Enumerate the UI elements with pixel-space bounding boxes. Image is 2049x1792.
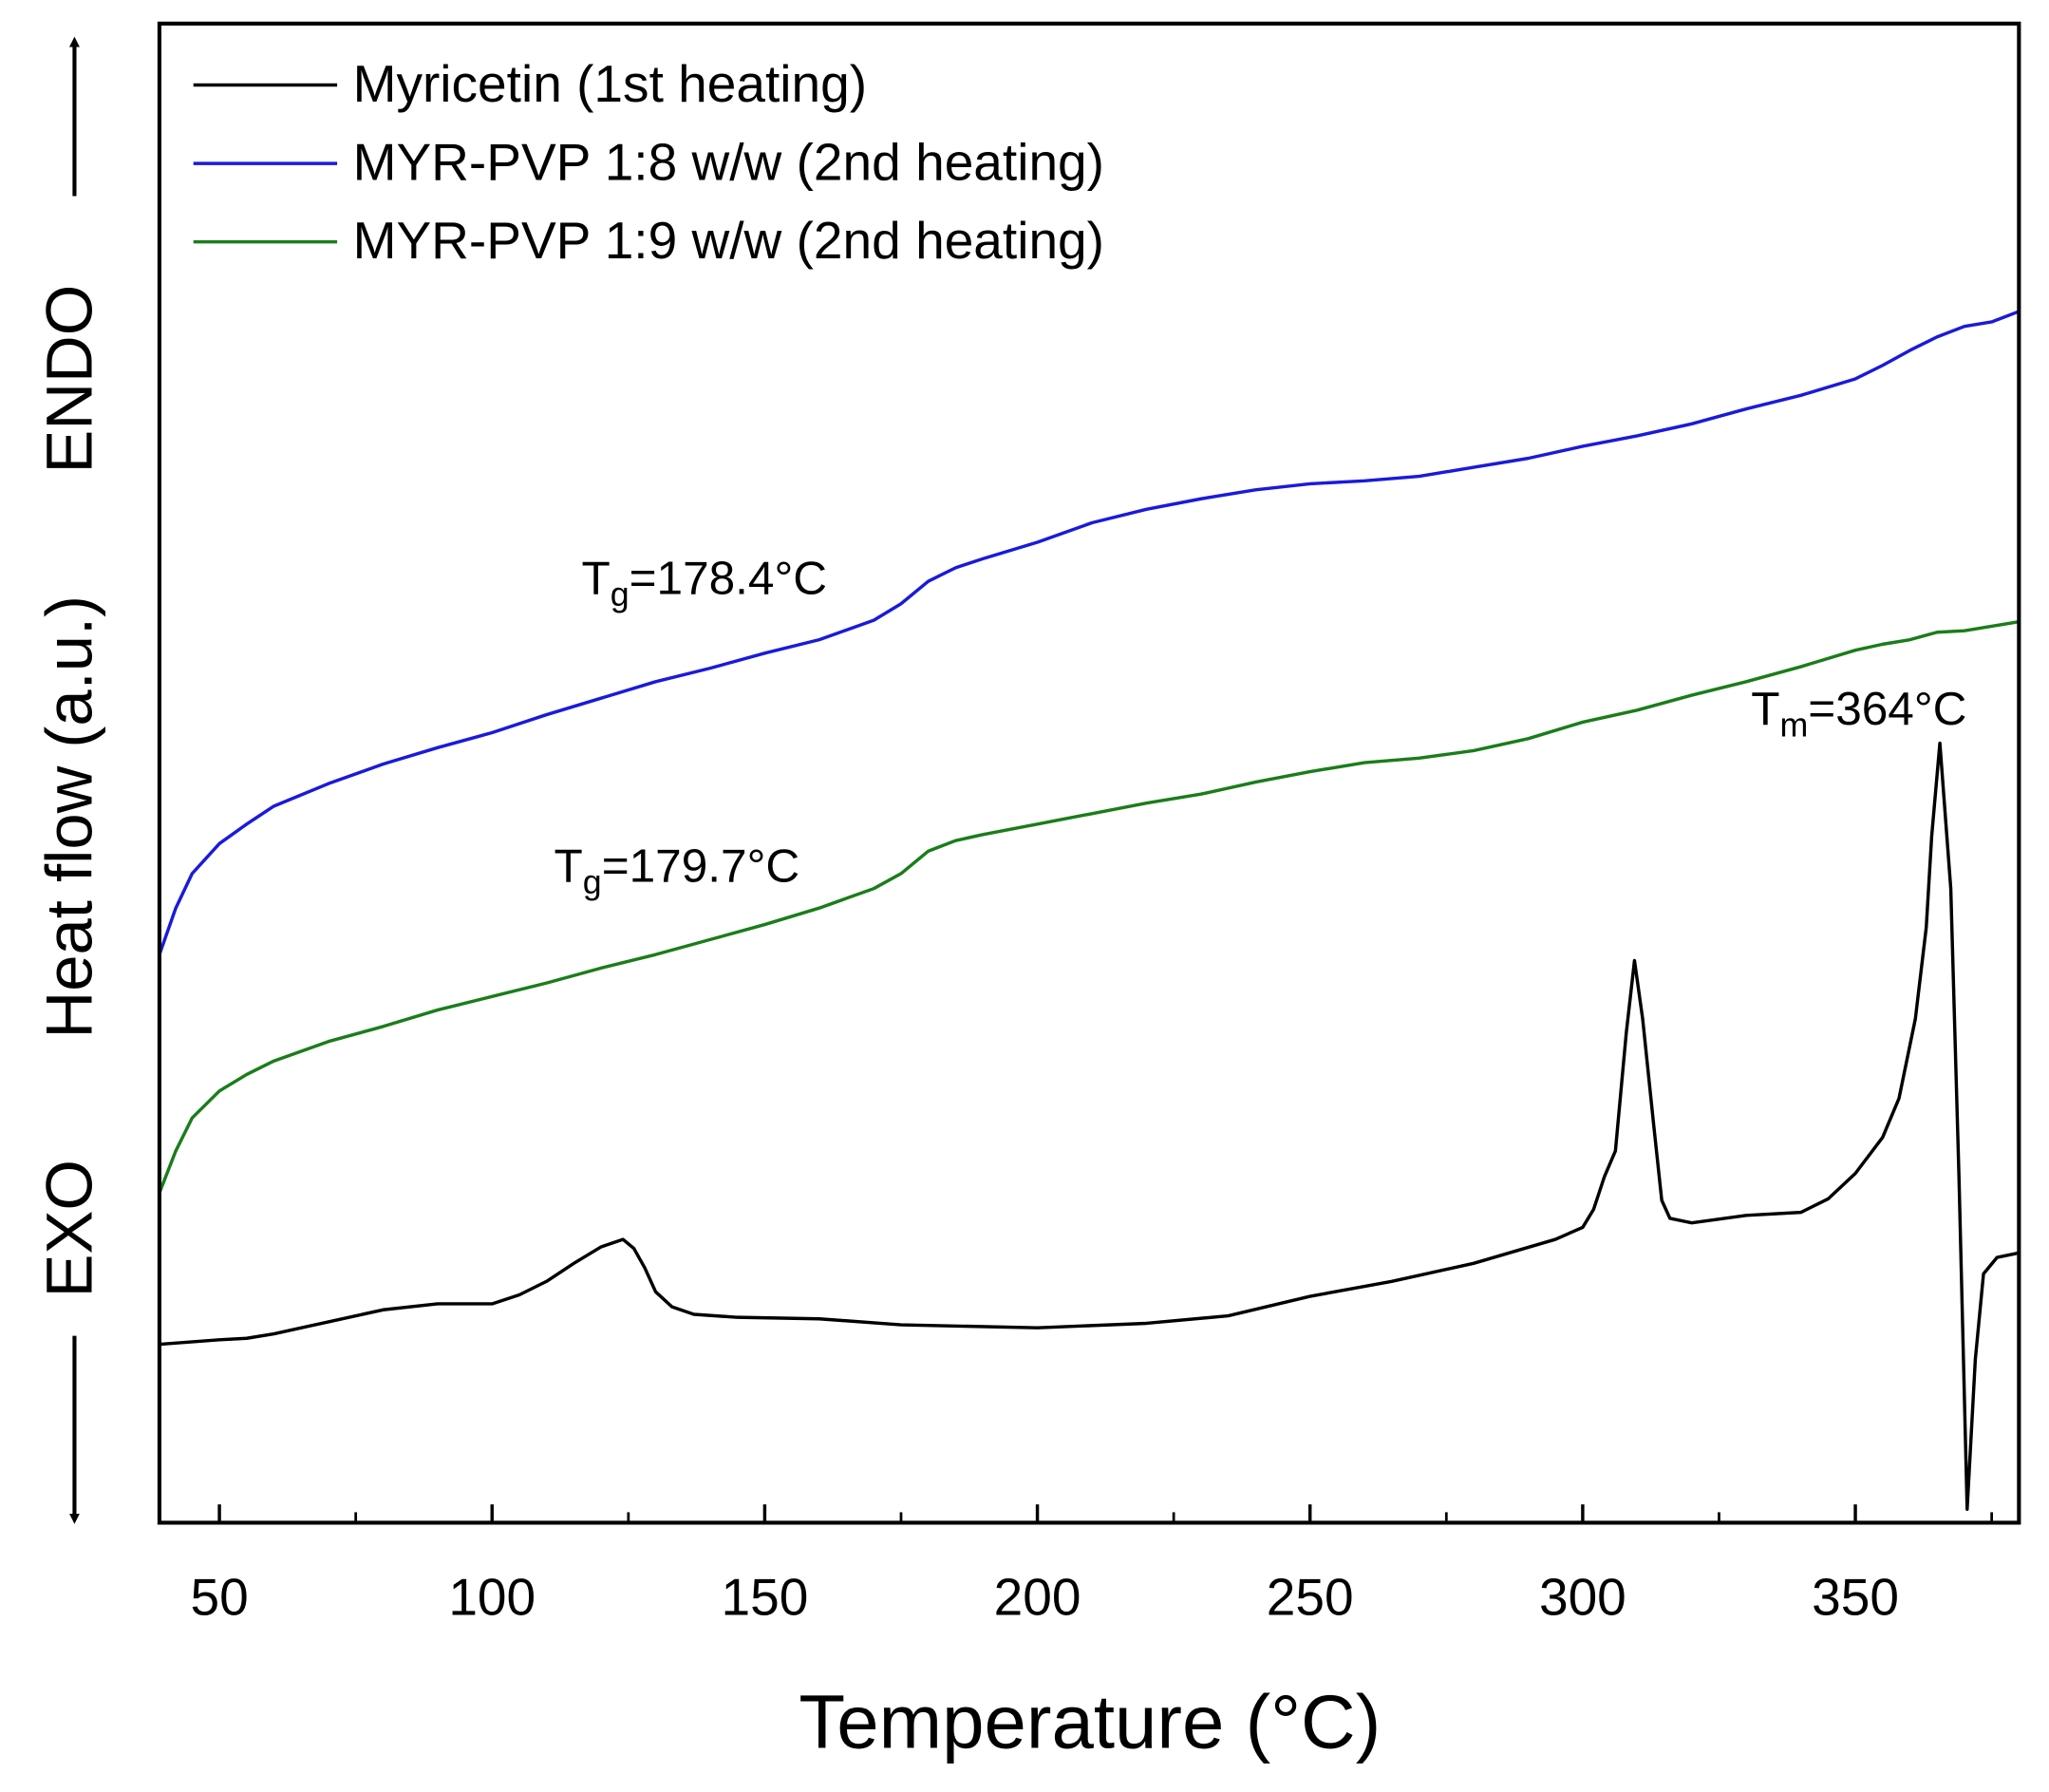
- annotation-text: =178.4°C: [630, 553, 827, 605]
- data-line: [158, 310, 2020, 955]
- x-tick-label: 50: [190, 1568, 248, 1627]
- annotation-text: T: [1751, 683, 1779, 735]
- x-tick-label: 250: [1267, 1568, 1354, 1627]
- plot-frame: [157, 21, 2021, 1525]
- x-tick-label: 350: [1812, 1568, 1899, 1627]
- annotation-text: =364°C: [1808, 683, 1966, 735]
- y-bottom-label: EXO: [33, 1160, 106, 1297]
- annotation-text: T: [581, 553, 610, 605]
- legend-label: MYR-PVP 1:8 w/w (2nd heating): [353, 132, 1104, 191]
- y-axis-title: Heat flow (a.u.): [33, 595, 106, 1038]
- annotation-subscript: m: [1779, 707, 1808, 745]
- data-line: [158, 619, 2020, 1194]
- legend-label: Myricetin (1st heating): [353, 54, 868, 113]
- annotation-text: T: [555, 839, 583, 892]
- y-top-label: ENDO: [33, 285, 106, 474]
- x-tick-label: 300: [1539, 1568, 1626, 1627]
- annotation-subscript: g: [583, 863, 602, 901]
- annotation-subscript: g: [611, 575, 630, 613]
- data-line: [159, 741, 2020, 1511]
- x-tick-label: 200: [994, 1568, 1081, 1627]
- annotation: Tm=364°C: [1751, 683, 1966, 745]
- x-axis-title: Temperature (°C): [799, 1680, 1381, 1764]
- x-tick-label: 150: [721, 1568, 808, 1627]
- annotation-text: =179.7°C: [602, 839, 799, 892]
- annotation: Tg=178.4°C: [581, 553, 827, 614]
- legend-label: MYR-PVP 1:9 w/w (2nd heating): [353, 211, 1104, 270]
- x-tick-label: 100: [448, 1568, 536, 1627]
- annotation: Tg=179.7°C: [555, 839, 800, 901]
